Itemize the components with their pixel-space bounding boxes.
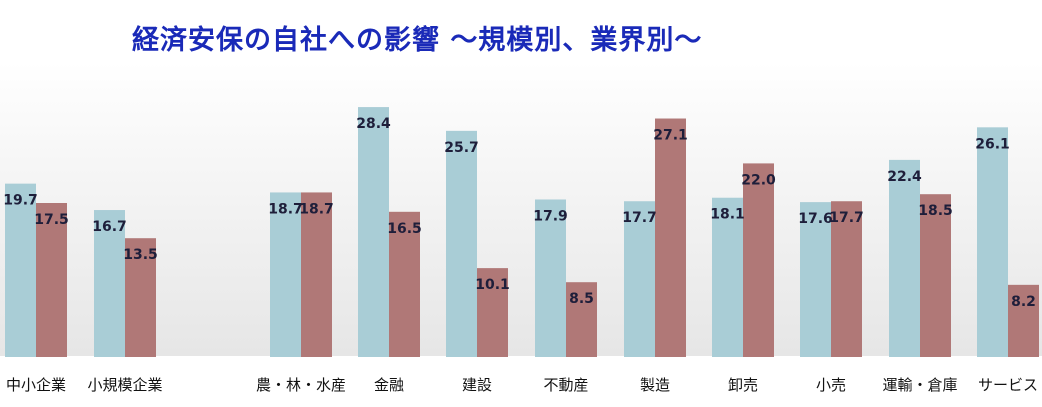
category-label-7: 卸売 [728, 376, 758, 394]
bar-1-10 [977, 127, 1008, 357]
category-label-8: 小売 [816, 376, 846, 394]
bar-1-7 [712, 197, 743, 357]
bar-1-6 [624, 201, 655, 357]
data-label-1-7: 18.1 [710, 207, 745, 223]
bar-1-0 [5, 183, 36, 357]
data-label-2-9: 18.5 [918, 203, 953, 219]
plot-area [0, 62, 1042, 356]
category-label-0: 中小企業 [6, 376, 66, 394]
bar-2-10 [1008, 284, 1039, 357]
data-label-2-3: 16.5 [387, 221, 422, 237]
category-label-1: 小規模企業 [87, 376, 162, 394]
bar-1-4 [446, 130, 477, 357]
bar-2-5 [566, 282, 597, 357]
data-label-2-2: 18.7 [299, 201, 334, 217]
category-label-10: サービス [978, 376, 1038, 394]
category-label-3: 金融 [374, 376, 404, 394]
data-label-2-4: 10.1 [475, 277, 510, 293]
category-label-5: 不動産 [543, 376, 588, 394]
category-label-4: 建設 [462, 376, 492, 394]
bar-1-5 [535, 199, 566, 357]
bar-1-9 [889, 159, 920, 357]
bar-2-6 [655, 118, 686, 358]
data-label-1-6: 17.7 [622, 210, 657, 226]
bar-2-9 [920, 194, 951, 357]
bar-2-0 [36, 203, 67, 357]
data-label-2-5: 8.5 [569, 291, 594, 307]
category-label-6: 製造 [640, 376, 670, 394]
data-label-1-9: 22.4 [887, 169, 922, 185]
data-label-1-5: 17.9 [533, 208, 568, 224]
chart-title: 経済安保の自社への影響 ～規模別、業界別～ [132, 25, 703, 56]
data-label-1-3: 28.4 [356, 116, 391, 132]
bar-2-7 [743, 163, 774, 357]
bar-2-4 [477, 268, 508, 357]
data-label-1-4: 25.7 [444, 140, 479, 156]
data-label-2-7: 22.0 [741, 172, 776, 188]
data-label-2-8: 17.7 [829, 210, 864, 226]
data-label-2-6: 27.1 [653, 128, 688, 144]
data-label-1-2: 18.7 [268, 201, 303, 217]
data-label-1-8: 17.6 [798, 211, 833, 227]
data-label-1-0: 19.7 [3, 193, 38, 209]
bar-2-1 [125, 238, 156, 357]
bar-2-8 [831, 201, 862, 357]
bar-2-3 [389, 211, 420, 357]
bar-1-3 [358, 107, 389, 357]
bar-1-8 [800, 202, 831, 357]
bar-1-2 [270, 192, 301, 357]
bar-2-2 [301, 192, 332, 357]
data-label-1-10: 26.1 [975, 136, 1010, 152]
data-label-2-0: 17.5 [34, 212, 69, 228]
category-label-9: 運輸・倉庫 [882, 376, 957, 394]
data-label-2-10: 8.2 [1011, 294, 1036, 310]
data-label-2-1: 13.5 [123, 247, 158, 263]
category-label-2: 農・林・水産 [256, 376, 346, 394]
bar-1-1 [94, 210, 125, 357]
data-label-1-1: 16.7 [92, 219, 127, 235]
